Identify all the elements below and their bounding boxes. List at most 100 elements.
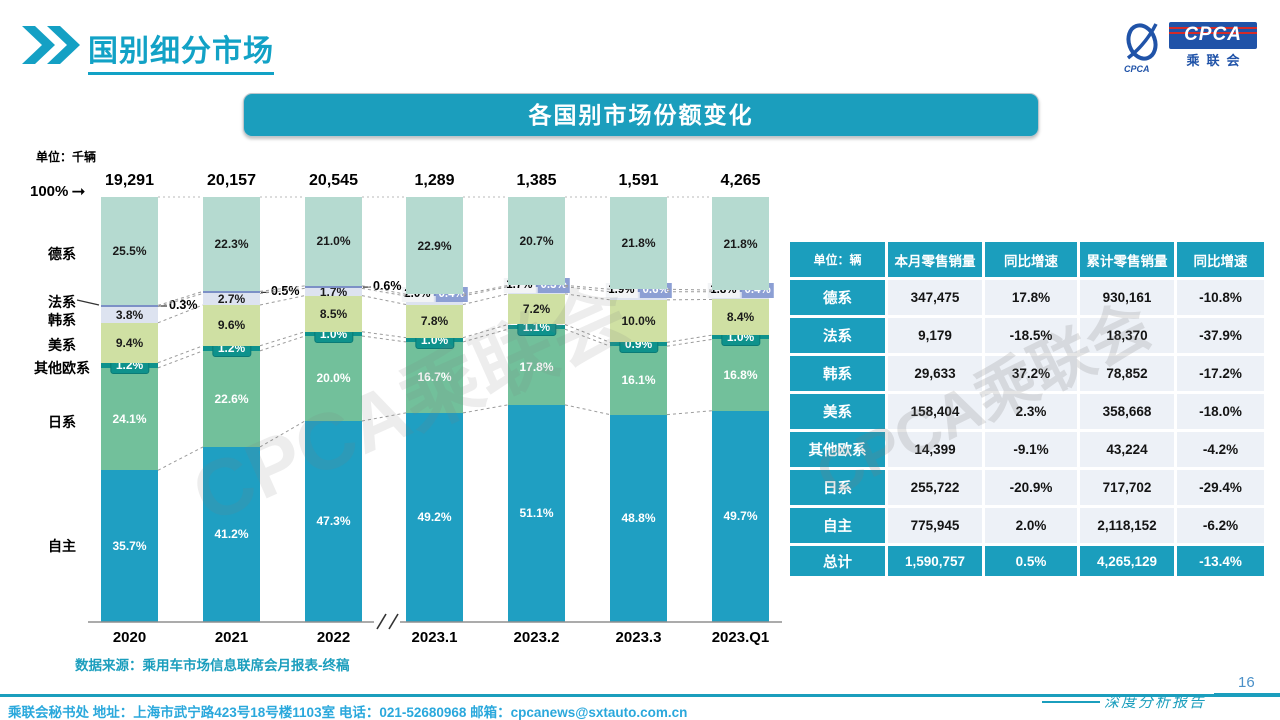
cpca-logo-box: CPCA [1169,22,1257,49]
table-total-cell: -13.4% [1177,546,1264,576]
segment-日系 [203,350,260,447]
report-badge-line-right [1214,693,1280,695]
segment-美系 [508,293,565,325]
hundred-percent-marker: 100% ➞ [30,183,86,200]
segment-德系 [305,196,362,286]
segment-自主 [712,410,769,622]
segment-美系 [712,299,769,336]
segment-label: 20.0% [316,371,351,386]
segment-label: 16.8% [723,368,758,383]
segment-label: 21.8% [621,235,656,250]
segment-label: 25.5% [112,244,147,259]
axis-series-label: 其他欧系 [34,360,90,376]
bar-total-label: 1,385 [516,172,557,189]
segment-日系 [305,335,362,421]
segment-label: 8.4% [726,310,755,325]
sales-table: 单位：辆 本月零售销量 同比增速 累计零售销量 同比增速 德系 347,475 17.8% 93… [790,242,1264,576]
bar-total-label: 19,291 [105,172,154,189]
segment-自主 [406,412,463,622]
table-header-cell: 累计零售销量 [1080,242,1174,277]
segment-日系 [712,339,769,411]
logo-swoosh-text: CPCA [1124,64,1150,74]
table-cell: 930,161 [1080,280,1174,315]
section-banner: 各国别市场份额变化 [243,93,1039,137]
table-cell: -9.1% [985,432,1077,467]
segment-法系 [406,294,463,296]
bar-total-label: 1,289 [414,172,455,189]
report-badge-line-left [1042,701,1100,703]
table-cell: -17.2% [1177,356,1264,391]
segment-韩系 [610,291,667,300]
segment-label: 21.0% [316,234,351,249]
segment-label: 41.2% [214,527,249,542]
bar-total-label: 20,545 [309,172,358,189]
segment-日系 [610,346,667,415]
table-header-cell: 同比增速 [1177,242,1264,277]
table-cell: -4.2% [1177,432,1264,467]
cpca-swoosh-icon: CPCA [1124,23,1158,74]
segment-美系 [101,322,158,363]
x-axis-label: 2023.Q1 [711,629,770,646]
logo-cpca-text: CPCA [1184,24,1242,45]
segment-德系 [610,196,667,290]
segment-美系 [610,299,667,343]
double-chevron-icon [22,26,80,64]
bar-total-label: 20,157 [207,172,256,189]
chart-unit-label: 单位：千辆 [36,150,97,164]
arrow-right-icon: ➞ [71,182,86,201]
table-cell: 29,633 [888,356,982,391]
segment-美系 [203,304,260,346]
segment-自主 [508,404,565,622]
segment-法系 [712,290,769,292]
table-cell: 717,702 [1080,470,1174,505]
table-cell: 775,945 [888,508,982,543]
segment-label: 1.7% [319,284,348,299]
logo-red-stripe [1169,27,1257,29]
table-cell: 2.3% [985,394,1077,429]
segment-label: 22.9% [417,238,452,253]
table-total-cell: 0.5% [985,546,1077,576]
segment-韩系 [101,306,158,323]
table-cell: 43,224 [1080,432,1174,467]
table-cell: 17.8% [985,280,1077,315]
hundred-percent-label: 100% [30,183,69,200]
table-cell: -18.5% [985,318,1077,353]
bar-total-label: 4,265 [720,172,761,189]
table-cell: -37.9% [1177,318,1264,353]
table-row-label: 韩系 [790,356,885,391]
table-cell: 14,399 [888,432,982,467]
segment-自主 [610,414,667,622]
french-callout-label: 0.5% [271,284,300,299]
segment-label: 16.7% [417,370,452,385]
segment-美系 [305,295,362,332]
segment-德系 [203,196,260,292]
table-header-cell: 本月零售销量 [888,242,982,277]
axis-series-label: 日系 [48,414,76,430]
table-cell: 9,179 [888,318,982,353]
table-row-label: 自主 [790,508,885,543]
table-header-cell: 同比增速 [985,242,1077,277]
segment-label: 48.8% [621,511,656,526]
segment-label: 51.1% [519,506,554,521]
segment-日系 [508,329,565,405]
table-cell: 158,404 [888,394,982,429]
segment-label: 9.4% [115,335,144,350]
x-axis-label: 2020 [112,629,147,646]
table-row-label: 德系 [790,280,885,315]
table-cell: 18,370 [1080,318,1174,353]
table-total-cell: 1,590,757 [888,546,982,576]
segment-日系 [101,367,158,471]
french-callout-label: 0.6% [373,279,402,294]
report-badge: 深度分析报告 [1104,695,1207,711]
segment-法系 [203,291,260,294]
axis-series-label: 美系 [48,337,76,353]
segment-韩系 [203,293,260,305]
axis-series-label: 法系 [48,294,76,310]
table-cell: 37.2% [985,356,1077,391]
segment-label: 35.7% [112,539,147,554]
segment-德系 [406,197,463,295]
segment-美系 [406,304,463,338]
table-cell: -6.2% [1177,508,1264,543]
segment-label: 22.6% [214,391,249,406]
table-cell: 255,722 [888,470,982,505]
